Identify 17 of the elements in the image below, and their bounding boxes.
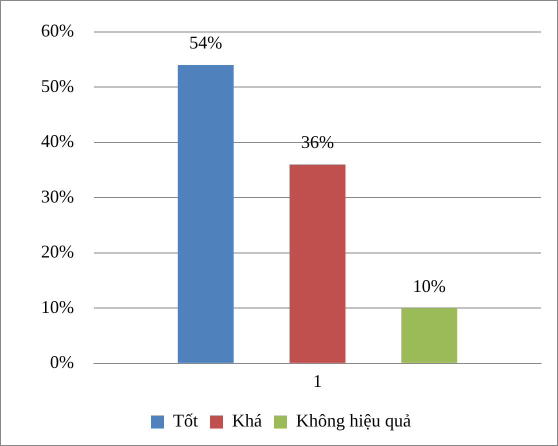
x-tick-label: 1 bbox=[312, 370, 322, 391]
data-label: 54% bbox=[189, 32, 222, 53]
y-tick-label: 60% bbox=[40, 20, 74, 41]
y-tick-label: 10% bbox=[40, 296, 74, 317]
legend-label: Không hiệu quả bbox=[296, 410, 411, 431]
y-tick-label: 50% bbox=[40, 76, 74, 96]
bar bbox=[178, 64, 234, 363]
legend-label: Tốt bbox=[173, 410, 198, 431]
legend-label: Khá bbox=[232, 410, 262, 431]
y-tick-label: 0% bbox=[50, 352, 74, 372]
bar bbox=[401, 308, 458, 363]
data-label: 10% bbox=[412, 276, 446, 296]
y-tick-label: 30% bbox=[40, 186, 74, 206]
y-tick-label: 40% bbox=[40, 131, 74, 152]
y-tick-label: 20% bbox=[40, 242, 74, 262]
bar bbox=[290, 164, 346, 363]
data-label: 36% bbox=[300, 132, 334, 152]
